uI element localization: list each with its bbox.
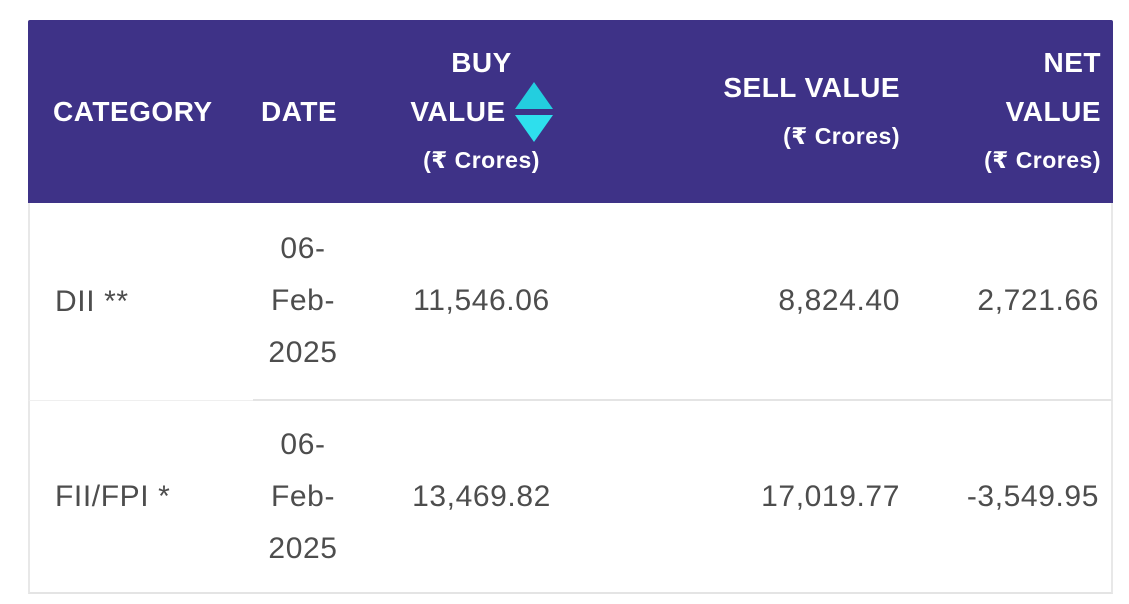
date-line: 2025	[268, 336, 338, 369]
buy-value-unit-label: (₹ Crores)	[423, 147, 540, 173]
sell-value-cell: 17,019.77	[610, 401, 920, 594]
date-line: Feb-	[270, 284, 336, 317]
date-line: 06-	[280, 232, 326, 265]
category-cell: DII **	[28, 203, 253, 401]
buy-value-cell: 11,546.06	[353, 203, 610, 401]
net-value-cell: 2,721.66	[920, 203, 1113, 401]
date-cell: 06- Feb- 2025	[253, 203, 353, 401]
table-row-dii: DII ** 06- Feb- 2025 11,546.06 8,824.40 …	[28, 203, 1113, 401]
net-value-label-line2: VALUE	[1005, 96, 1101, 127]
table-row-fii-fpi: FII/FPI * 06- Feb- 2025 13,469.82 17,019…	[28, 401, 1113, 594]
column-header-date: DATE	[253, 20, 353, 203]
sort-icon[interactable]	[514, 81, 553, 142]
sort-descending-icon	[514, 114, 553, 142]
date-line: 2025	[268, 531, 338, 565]
sell-value-unit-label: (₹ Crores)	[783, 122, 900, 149]
net-value-label-line1: NET	[1043, 47, 1101, 78]
buy-value-cell: 13,469.82	[353, 401, 610, 594]
fii-dii-activity-table: CATEGORY DATE BUY VALUE (₹ Crores) SELL …	[28, 20, 1113, 594]
sort-ascending-icon	[514, 81, 553, 109]
sell-value-cell: 8,824.40	[610, 203, 920, 401]
category-cell: FII/FPI *	[28, 401, 253, 594]
header-row: CATEGORY DATE BUY VALUE (₹ Crores) SELL …	[28, 20, 1113, 203]
net-value-unit-label: (₹ Crores)	[984, 147, 1101, 173]
column-header-sell-value: SELL VALUE (₹ Crores)	[610, 20, 920, 203]
date-line: 06-	[280, 427, 326, 461]
buy-value-label-line2: VALUE	[410, 95, 506, 127]
date-line: Feb-	[270, 479, 336, 513]
date-cell: 06- Feb- 2025	[253, 401, 353, 594]
column-header-buy-value[interactable]: BUY VALUE (₹ Crores)	[353, 20, 610, 203]
net-value-cell: -3,549.95	[920, 401, 1113, 594]
column-header-category: CATEGORY	[28, 20, 253, 203]
sell-value-label: SELL VALUE	[723, 71, 900, 103]
column-header-net-value: NET VALUE (₹ Crores)	[920, 20, 1113, 203]
fii-dii-table-container: CATEGORY DATE BUY VALUE (₹ Crores) SELL …	[28, 20, 1113, 594]
buy-value-label-line1: BUY	[451, 47, 512, 78]
